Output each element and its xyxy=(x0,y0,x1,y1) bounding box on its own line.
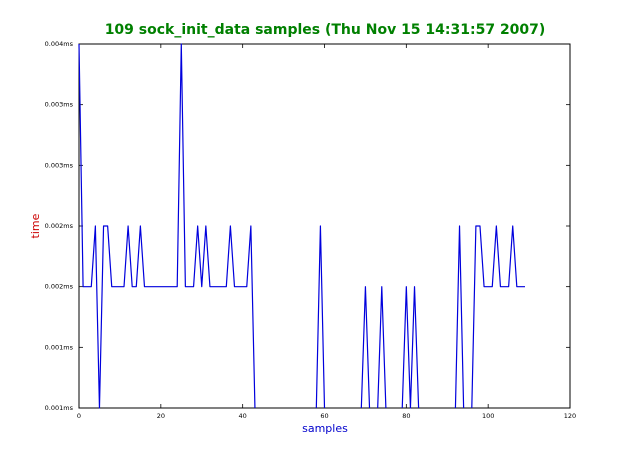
plot-area xyxy=(78,43,571,409)
y-tick-label: 0.001ms xyxy=(45,343,74,351)
y-axis-label: time xyxy=(29,213,42,238)
y-tick-label: 0.001ms xyxy=(45,404,74,412)
x-tick-label: 0 xyxy=(77,412,81,420)
y-tick-label: 0.003ms xyxy=(45,161,74,169)
series-line xyxy=(78,43,525,409)
y-tick-label: 0.002ms xyxy=(45,283,74,291)
x-tick-label: 120 xyxy=(564,412,576,420)
x-axis-label: samples xyxy=(302,422,348,435)
y-tick-label: 0.004ms xyxy=(45,40,74,48)
x-tick-label: 80 xyxy=(402,412,410,420)
x-tick-label: 100 xyxy=(482,412,494,420)
x-tick-label: 60 xyxy=(320,412,328,420)
chart-title: 109 sock_init_data samples (Thu Nov 15 1… xyxy=(105,22,546,38)
tick-labels: 0 20 40 60 80 100 120 0.001ms 0.001ms 0.002ms 0.00… xyxy=(45,40,577,420)
y-tick-label: 0.003ms xyxy=(45,101,74,109)
y-tick-label: 0.002ms xyxy=(45,222,74,230)
x-tick-label: 40 xyxy=(239,412,247,420)
x-tick-label: 20 xyxy=(157,412,165,420)
